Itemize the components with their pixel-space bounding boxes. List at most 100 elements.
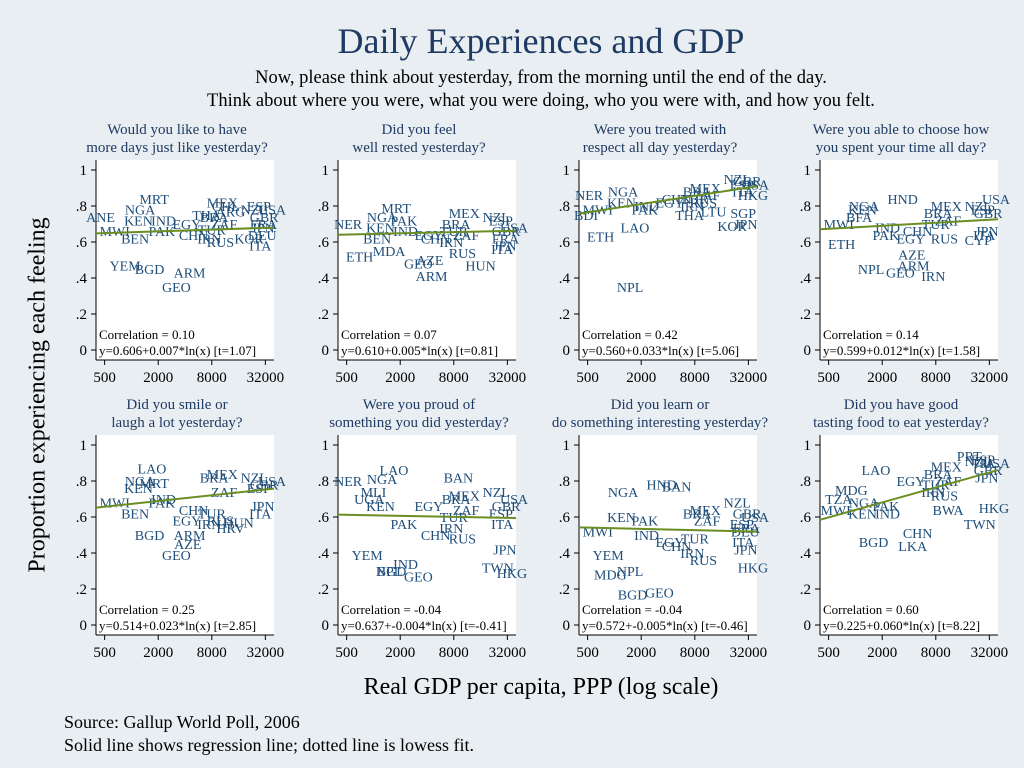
point-usa: USA (500, 493, 529, 508)
y-tick-label: .2 (318, 582, 329, 598)
point-geo: GEO (404, 258, 433, 273)
point-tha: THA (675, 209, 705, 224)
y-tick-label: .6 (318, 235, 330, 251)
point-jpn: JPN (493, 240, 516, 255)
point-nzl: NZL (483, 211, 510, 226)
y-tick-label: .6 (76, 510, 88, 526)
x-tick-label: 8000 (197, 370, 227, 386)
point-fra: FRA (492, 232, 520, 247)
point-gbr: GBR (250, 211, 279, 226)
y-tick-label: 0 (322, 618, 330, 634)
point-deu: DEU (248, 229, 277, 244)
point-esp: ESP (971, 453, 995, 468)
x-tick-label: 2000 (626, 370, 656, 386)
point-geo: GEO (162, 549, 191, 564)
point-zaf: ZAF (694, 515, 721, 530)
point-nga: NGA (849, 497, 880, 512)
point-chn: CHN (421, 232, 451, 247)
point-mrt: MRT (139, 193, 169, 208)
panel-title: laugh a lot yesterday? (111, 415, 243, 431)
point-mwi: MWI (821, 504, 852, 519)
point-ind: IND (634, 529, 659, 544)
point-ban: BAN (662, 480, 692, 495)
point-uga: UGA (354, 493, 385, 508)
panel-6: Were you proud of something you did yeste… (318, 397, 529, 661)
y-tick-label: .6 (559, 510, 571, 526)
correlation-label: Correlation = 0.25 (99, 602, 195, 617)
y-tick-label: .2 (318, 307, 329, 323)
point-usa: USA (500, 222, 529, 237)
x-tick-label: 32000 (730, 370, 768, 386)
plot-area (579, 160, 757, 360)
point-ken: KEN (607, 511, 636, 526)
plot-area (820, 160, 998, 360)
point-jpn: JPN (251, 500, 274, 515)
point-bra: BRA (924, 207, 954, 222)
point-mrt: MRT (139, 477, 169, 492)
x-tick-label: 500 (817, 370, 840, 386)
point-bgd: BGD (135, 529, 165, 544)
point-ken: KEN (848, 204, 877, 219)
point-hkg: HKG (497, 567, 527, 582)
point-irn: IRN (439, 236, 463, 251)
point-bgd: BGD (618, 588, 648, 603)
point-yem: YEM (110, 259, 142, 274)
y-tick-label: .8 (559, 199, 570, 215)
point-irn: IRN (197, 518, 221, 533)
panel-title: something you did yesterday? (329, 415, 509, 431)
point-ind: IND (151, 214, 176, 229)
y-tick-label: 1 (322, 163, 330, 179)
x-tick-label: 8000 (197, 645, 227, 661)
method-note: Solid line shows regression line; dotted… (64, 735, 474, 755)
point-usa: USA (741, 511, 770, 526)
point-fra: FRA (250, 218, 278, 233)
point-lao: LAO (380, 464, 409, 479)
y-tick-label: .4 (76, 271, 88, 287)
point-nzl: NZL (241, 471, 268, 486)
y-tick-label: .2 (76, 582, 87, 598)
point-irn: IRN (197, 232, 221, 247)
point-arm: ARM (174, 267, 206, 282)
point-ltu: LTU (701, 205, 727, 220)
point-gbr: GBR (492, 225, 521, 240)
panel-title: well rested yesterday? (352, 140, 486, 156)
point-irn: IRN (680, 547, 704, 562)
point-aze: AZE (174, 538, 201, 553)
point-esp: ESP (489, 214, 513, 229)
point-ita: ITA (491, 518, 514, 533)
point-chn: CHN (421, 529, 451, 544)
x-tick-label: 500 (817, 645, 840, 661)
point-ita: ITA (973, 229, 996, 244)
x-tick-label: 500 (93, 645, 116, 661)
point-bra: BRA (200, 471, 230, 486)
panel-title: tasting food to eat yesterday? (813, 415, 989, 431)
y-tick-label: .8 (318, 199, 329, 215)
point-ben: BEN (121, 232, 149, 247)
correlation-label: Correlation = -0.04 (341, 602, 442, 617)
x-tick-label: 2000 (385, 370, 415, 386)
x-tick-label: 500 (335, 370, 358, 386)
chart-title: Daily Experiences and GDP (337, 21, 745, 61)
point-mex: MEX (690, 504, 721, 519)
y-tick-label: .8 (800, 199, 811, 215)
point-mex: MEX (931, 200, 962, 215)
point-pak: PAK (391, 214, 418, 229)
y-tick-label: 0 (563, 343, 571, 359)
point-geo: GEO (404, 570, 433, 585)
panel-title: do something interesting yesterday? (552, 415, 769, 431)
correlation-label: Correlation = -0.04 (582, 602, 683, 617)
point-ita: ITA (249, 240, 272, 255)
plot-area (96, 435, 274, 635)
x-tick-label: 500 (93, 370, 116, 386)
point-kor: KOR (234, 232, 264, 247)
point-gbr: GBR (733, 507, 762, 522)
point-bwa: BWA (933, 504, 965, 519)
point-rus: RUS (449, 533, 476, 548)
point-bgd: BGD (377, 565, 407, 580)
source-note: Source: Gallup World Poll, 2006 (64, 712, 300, 732)
equation-label: y=0.560+0.033*ln(x) [t=5.06] (582, 343, 739, 358)
panel-5: Did you smile or laugh a lot yesterday? 0.… (76, 397, 287, 661)
point-zaf: ZAF (453, 504, 480, 519)
point-jpn: JPN (734, 543, 757, 558)
